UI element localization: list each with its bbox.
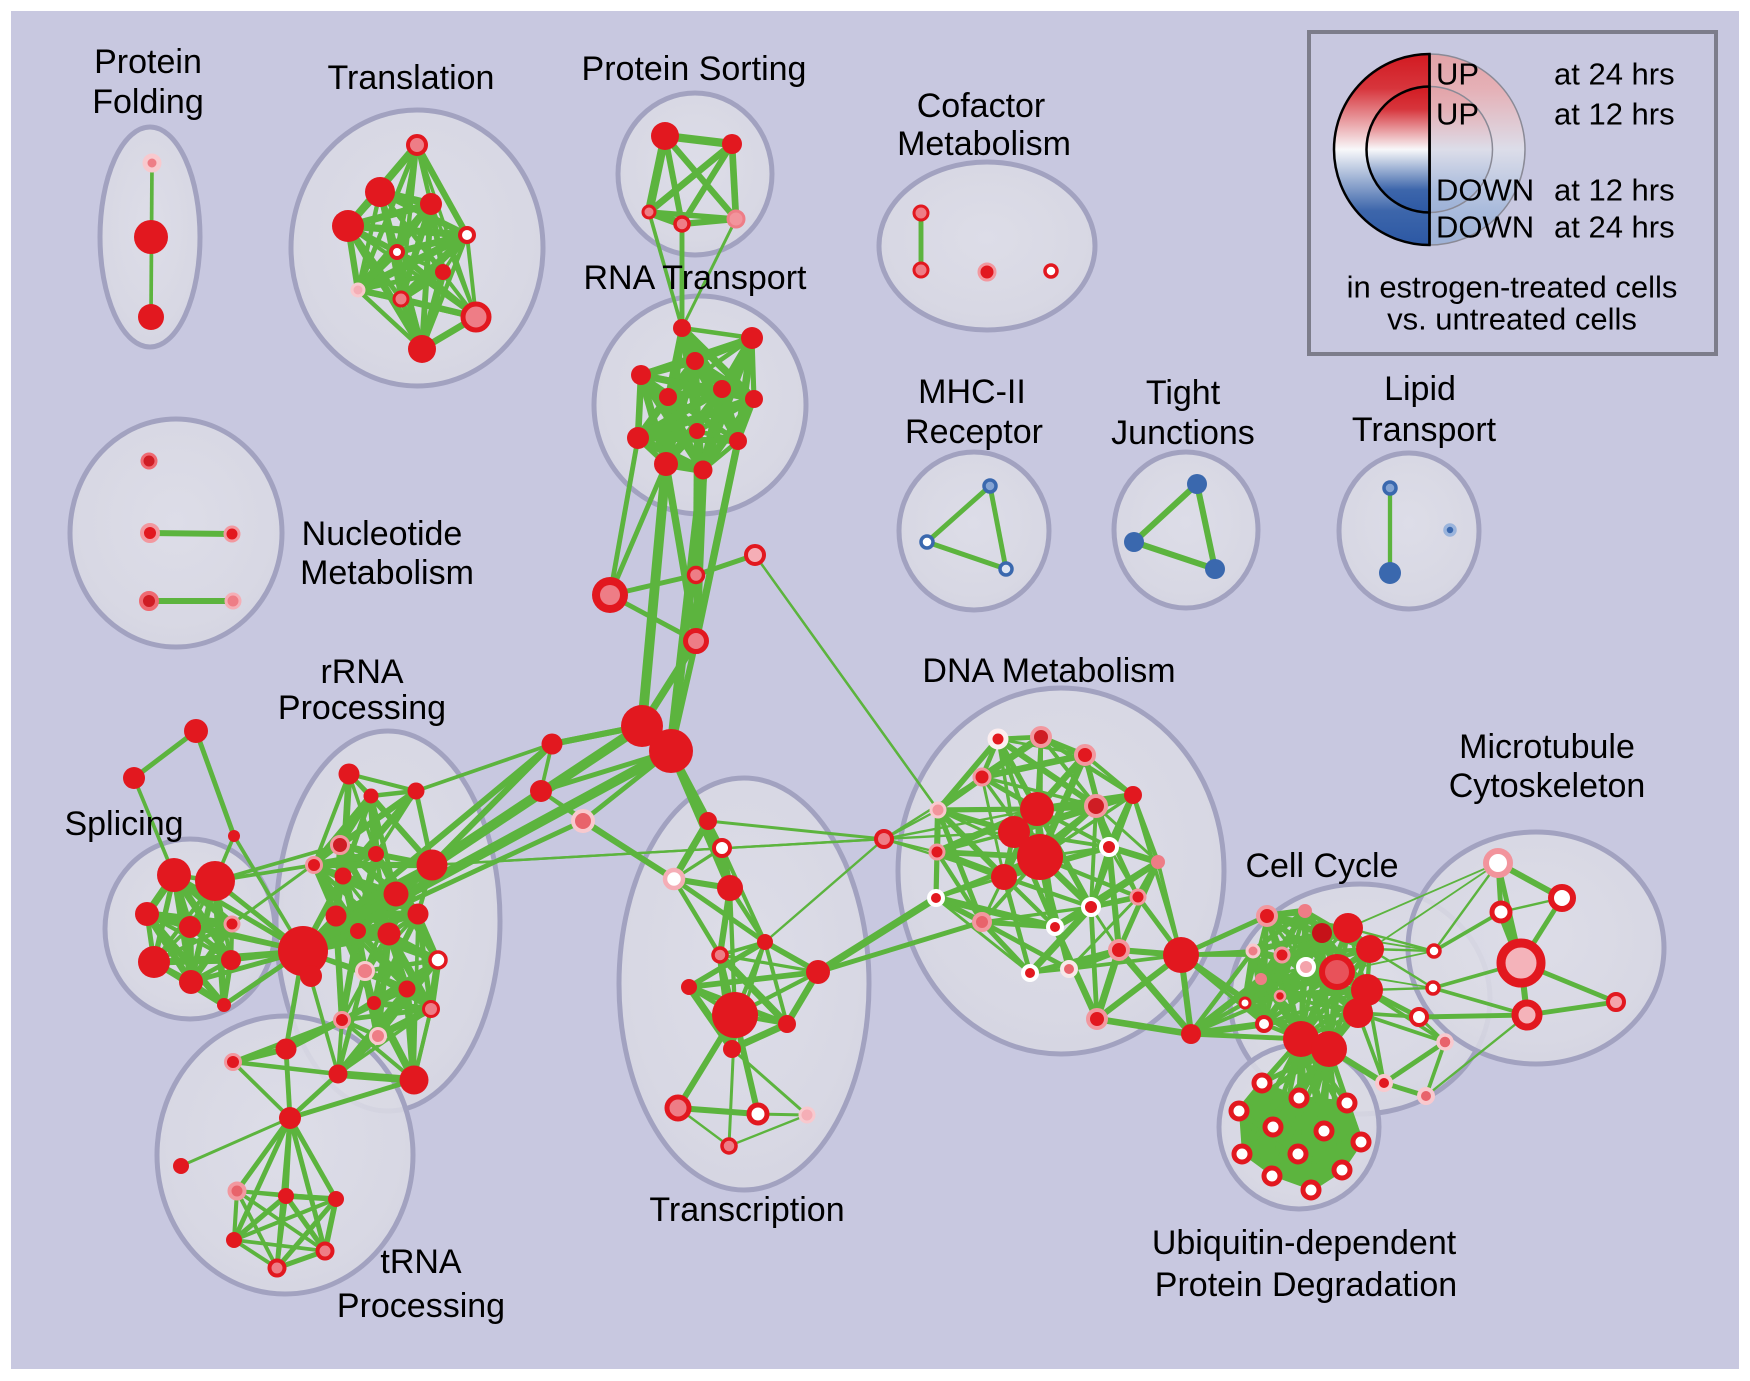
svg-text:UP: UP	[1436, 97, 1479, 132]
svg-text:Cytoskeleton: Cytoskeleton	[1449, 767, 1646, 805]
svg-text:Ubiquitin-dependent: Ubiquitin-dependent	[1152, 1224, 1457, 1262]
svg-text:Cofactor: Cofactor	[917, 87, 1046, 125]
svg-text:MHC-II: MHC-II	[918, 373, 1026, 411]
svg-text:Transport: Transport	[1352, 411, 1497, 449]
svg-text:Junctions: Junctions	[1111, 414, 1255, 452]
svg-text:DNA Metabolism: DNA Metabolism	[922, 652, 1175, 690]
svg-text:Receptor: Receptor	[905, 413, 1043, 451]
svg-text:Translation: Translation	[328, 59, 495, 97]
svg-text:DOWN: DOWN	[1436, 173, 1534, 208]
svg-text:at 12 hrs: at 12 hrs	[1554, 97, 1675, 132]
svg-text:vs. untreated cells: vs. untreated cells	[1387, 302, 1637, 337]
svg-text:Processing: Processing	[278, 689, 446, 727]
svg-text:Transcription: Transcription	[649, 1191, 844, 1229]
svg-text:Tight: Tight	[1146, 374, 1221, 412]
svg-text:RNA Transport: RNA Transport	[584, 259, 808, 297]
svg-text:Protein Degradation: Protein Degradation	[1155, 1266, 1457, 1304]
svg-text:Protein Sorting: Protein Sorting	[582, 50, 807, 88]
svg-text:UP: UP	[1436, 57, 1479, 92]
svg-text:Protein: Protein	[94, 43, 202, 81]
svg-text:in estrogen-treated cells: in estrogen-treated cells	[1347, 270, 1678, 305]
svg-text:at 24 hrs: at 24 hrs	[1554, 57, 1675, 92]
svg-text:Metabolism: Metabolism	[300, 554, 474, 592]
svg-text:Metabolism: Metabolism	[897, 125, 1071, 163]
svg-text:Folding: Folding	[92, 83, 204, 121]
svg-text:Splicing: Splicing	[64, 805, 183, 843]
svg-text:tRNA: tRNA	[380, 1243, 462, 1281]
svg-text:at 24 hrs: at 24 hrs	[1554, 210, 1675, 245]
svg-text:Microtubule: Microtubule	[1459, 728, 1635, 766]
svg-text:Cell Cycle: Cell Cycle	[1245, 847, 1398, 885]
svg-text:Processing: Processing	[337, 1287, 505, 1325]
svg-text:DOWN: DOWN	[1436, 210, 1534, 245]
svg-text:at 12 hrs: at 12 hrs	[1554, 173, 1675, 208]
svg-text:Nucleotide: Nucleotide	[302, 515, 463, 553]
svg-text:rRNA: rRNA	[320, 653, 403, 691]
svg-text:Lipid: Lipid	[1384, 370, 1456, 408]
